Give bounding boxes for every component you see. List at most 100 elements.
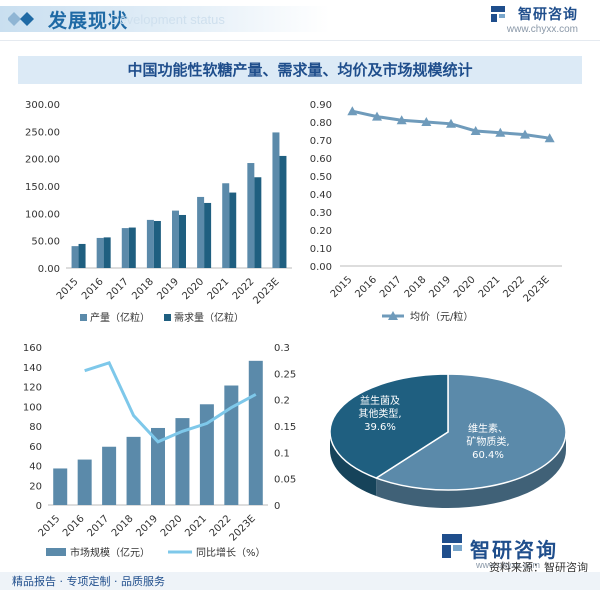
c1-x-tick-label: 2023E	[251, 276, 281, 306]
footer: 精品报告 · 专项定制 · 品质服务	[0, 572, 600, 590]
c3-bar	[102, 446, 117, 505]
c3-legend-swatch	[46, 548, 66, 556]
c3-x-tick-label: 2019	[134, 513, 160, 539]
c3-x-tick-label: 2023E	[228, 513, 258, 543]
c2-legend-marker	[388, 311, 398, 320]
pie-slice	[329, 373, 449, 479]
c1-y-tick-label: 100.00	[25, 209, 60, 220]
c3-y-tick-label: 60	[29, 442, 42, 453]
header-divider	[0, 40, 600, 41]
c1-bar	[103, 237, 111, 268]
c2-x-tick-label: 2023E	[522, 274, 552, 304]
pie-slice-percent: 39.6%	[364, 422, 396, 433]
bottom-brand-name: 智研咨询	[470, 538, 558, 562]
c3-y-tick-label: 40	[29, 462, 42, 473]
c1-bar	[78, 243, 86, 268]
c1-bar	[71, 246, 79, 268]
header-subtitle: Development status	[110, 12, 225, 27]
c1-bar	[179, 214, 186, 268]
c2-y-tick-label: 0.90	[310, 100, 332, 111]
c2-x-tick-label: 2016	[353, 274, 379, 300]
c1-bar	[229, 192, 237, 268]
c2-y-tick-label: 0.60	[310, 154, 332, 165]
c1-bar	[197, 196, 205, 268]
c3-y-tick-label: 0	[36, 501, 42, 512]
pie-slice-label: 维生素、	[468, 422, 508, 435]
c1-bar	[128, 227, 136, 268]
c1-bar	[121, 228, 129, 268]
pie-slice-label: 矿物质类,	[466, 435, 509, 448]
c1-legend-label: 需求量（亿粒）	[174, 311, 244, 324]
c2-x-tick-label: 2017	[378, 274, 404, 300]
header-title: 发展现状	[48, 10, 129, 32]
c1-legend-label: 产量（亿粒）	[90, 311, 150, 324]
c3-y-tick-label: 120	[23, 383, 42, 394]
c1-y-tick-label: 200.00	[25, 155, 60, 166]
diamond-icon	[8, 12, 34, 26]
c3-bar	[151, 427, 165, 505]
c3-x-tick-label: 2018	[110, 513, 136, 539]
brand-name: 智研咨询	[518, 7, 578, 23]
c2-y-tick-label: 0.40	[310, 190, 332, 201]
c2-x-tick-label: 2021	[477, 274, 503, 300]
c3-x-tick-label: 2015	[37, 513, 63, 539]
c1-y-tick-label: 300.00	[25, 100, 60, 111]
c1-bar	[153, 220, 161, 268]
c3-bar	[199, 404, 214, 505]
c2-point-marker	[495, 127, 506, 137]
pie-slice-percent: 60.4%	[472, 450, 504, 461]
c1-bar	[146, 219, 154, 268]
c3-bar	[126, 436, 141, 505]
c2-y-tick-label: 0.50	[310, 172, 332, 183]
c3-x-tick-label: 2017	[85, 513, 111, 539]
c3-growth-line	[84, 360, 257, 444]
c1-legend-swatch	[164, 314, 171, 321]
c3-y2-tick-label: 0	[274, 501, 280, 512]
c3-y2-tick-label: 0.15	[274, 422, 296, 433]
c3-y2-tick-label: 0.05	[274, 475, 296, 486]
c3-y2-tick-label: 0.25	[274, 369, 296, 380]
c2-x-tick-label: 2020	[452, 274, 478, 300]
brand: 智研咨询 www.chyxx.com	[507, 4, 578, 35]
c3-x-tick-label: 2021	[183, 513, 209, 539]
c1-y-tick-label: 50.00	[31, 237, 60, 248]
c3-y2-tick-label: 0.1	[274, 448, 290, 459]
c3-y2-tick-label: 0.3	[274, 343, 290, 354]
c2-y-tick-label: 0.30	[310, 208, 332, 219]
c2-x-tick-label: 2015	[329, 274, 355, 300]
c3-x-tick-label: 2016	[61, 513, 87, 539]
c2-point-marker	[421, 117, 432, 126]
brand-logo-icon	[491, 6, 505, 22]
c2-point-marker	[347, 106, 358, 116]
c1-x-tick-label: 2020	[180, 276, 206, 302]
c3-bar	[77, 459, 92, 505]
c2-point-marker	[544, 133, 555, 143]
c2-point-marker	[396, 115, 407, 125]
c3-y-tick-label: 140	[23, 363, 42, 374]
bottom-brand-logo-icon	[442, 534, 462, 558]
c1-x-tick-label: 2018	[130, 276, 156, 302]
main-title: 中国功能性软糖产量、需求量、均价及市场规模统计	[18, 56, 582, 84]
source-note: 资料来源：智研咨询	[489, 561, 588, 574]
c3-y-tick-label: 80	[29, 422, 42, 433]
pie-slice-side	[330, 432, 377, 497]
c1-legend-swatch	[80, 314, 87, 321]
c1-bar	[172, 210, 179, 268]
c2-point-marker	[520, 129, 530, 139]
c1-bar	[279, 155, 287, 268]
market-size-chart: 0 20 40 60 80 100 120 140 160 0 0.05 0.1 0.15 0.2 0.25…	[23, 343, 296, 559]
pie-slice	[374, 373, 567, 491]
c3-bar	[175, 418, 190, 505]
c1-bar	[254, 177, 262, 268]
c1-x-tick-label: 2021	[206, 276, 232, 302]
header-band	[0, 6, 330, 32]
c2-legend-label: 均价（元/粒）	[410, 310, 473, 323]
c1-bar	[222, 183, 230, 268]
c2-y-tick-label: 0.00	[310, 262, 332, 273]
c3-legend-label: 同比增长（%）	[196, 546, 266, 559]
c1-y-tick-label: 250.00	[25, 127, 60, 138]
c3-x-tick-label: 2020	[159, 513, 185, 539]
c1-bar	[247, 163, 255, 268]
c1-bar	[96, 237, 104, 268]
